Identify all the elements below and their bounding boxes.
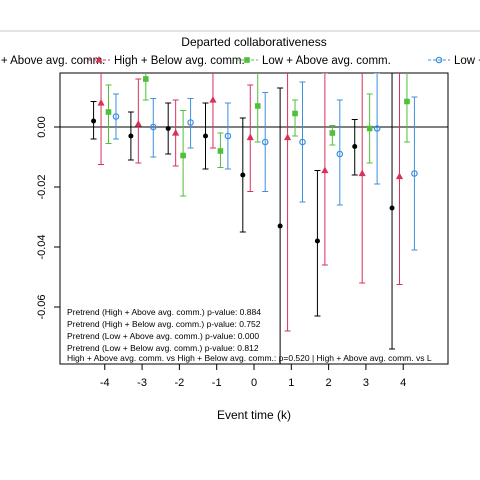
point-marker xyxy=(254,103,261,109)
pretrend-annotation-1: Pretrend (High + Above avg. comm.) p-val… xyxy=(67,307,261,317)
annotations: Pretrend (High + Above avg. comm.) p-val… xyxy=(67,307,432,363)
x-tick-label: 0 xyxy=(251,377,257,389)
point-marker xyxy=(292,110,298,117)
legend-label: High + Below avg. comm. xyxy=(114,55,245,67)
point-marker xyxy=(149,123,157,131)
point-marker xyxy=(112,113,120,120)
x-tick-label: 1 xyxy=(288,377,294,389)
series-layer xyxy=(90,73,418,364)
point-marker xyxy=(165,126,171,131)
series-1 xyxy=(90,73,396,364)
point-marker xyxy=(366,125,373,132)
legend-label: Low + Above avg. comm. xyxy=(262,55,391,67)
point-marker xyxy=(404,98,410,105)
point-marker xyxy=(389,205,395,211)
pretrend-annotation-2: Pretrend (High + Below avg. comm.) p-val… xyxy=(67,319,261,329)
point-marker xyxy=(172,129,180,136)
point-marker xyxy=(277,223,283,229)
y-tick-label: -0.04 xyxy=(36,234,48,259)
point-marker xyxy=(352,144,358,149)
point-marker xyxy=(336,150,344,158)
series-3 xyxy=(105,73,410,197)
point-marker xyxy=(283,133,292,141)
series-4 xyxy=(112,73,418,251)
point-marker xyxy=(128,133,134,139)
point-marker xyxy=(321,166,329,174)
legend-marker xyxy=(95,56,103,63)
point-marker xyxy=(134,120,142,127)
comparison-annotation: High + Above avg. comm. vs High + Below … xyxy=(67,353,432,363)
point-marker xyxy=(373,125,381,132)
point-marker xyxy=(329,130,336,136)
series-2 xyxy=(97,73,404,332)
x-tick-label: -4 xyxy=(100,377,110,389)
point-marker xyxy=(97,99,105,106)
x-axis: -4 -3 -2 -1 0 1 2 3 4 xyxy=(100,363,406,389)
point-marker xyxy=(395,172,404,180)
y-tick-label: -0.06 xyxy=(36,294,48,319)
point-marker xyxy=(261,138,269,146)
point-marker xyxy=(358,169,366,177)
x-tick-label: -1 xyxy=(212,377,222,389)
point-marker xyxy=(180,152,186,159)
x-axis-label: Event time (k) xyxy=(217,408,291,422)
point-marker xyxy=(187,119,194,126)
pretrend-annotation-4: Pretrend (Low + Below avg. comm.) p-valu… xyxy=(67,343,259,353)
point-marker xyxy=(246,133,254,141)
x-tick-label: 2 xyxy=(326,377,332,389)
legend: Departed collaborativeness High + Above … xyxy=(0,30,480,67)
pretrend-annotation-3: Pretrend (Low + Above avg. comm.) p-valu… xyxy=(67,331,259,341)
legend-item-4: Low + Below avg. comm. xyxy=(428,55,480,67)
point-marker xyxy=(411,170,418,177)
legend-label: High + Above avg. comm. xyxy=(0,55,105,67)
y-tick-label: 0.00 xyxy=(36,116,48,137)
legend-marker xyxy=(244,57,250,63)
legend-item-3: Low + Above avg. comm. xyxy=(236,55,391,67)
legend-label: Low + Below avg. comm. xyxy=(454,55,480,67)
y-tick-label: -0.02 xyxy=(36,174,48,199)
x-tick-label: 4 xyxy=(400,377,406,389)
legend-item-2: High + Below avg. comm. xyxy=(88,55,245,67)
point-marker xyxy=(314,238,320,244)
y-axis: -0.06 -0.04 -0.02 0.00 xyxy=(36,116,60,320)
point-marker xyxy=(224,132,232,140)
legend-items: High + Above avg. comm. High + Below avg.… xyxy=(0,55,480,67)
legend-title: Departed collaborativeness xyxy=(181,35,326,49)
legend-marker xyxy=(435,56,443,64)
point-marker xyxy=(209,96,217,103)
point-marker xyxy=(143,76,149,82)
x-tick-label: -3 xyxy=(137,377,147,389)
point-marker xyxy=(91,118,97,124)
point-marker xyxy=(240,172,246,178)
point-marker xyxy=(105,109,112,115)
x-tick-label: 3 xyxy=(363,377,369,389)
point-marker xyxy=(203,133,208,139)
point-marker xyxy=(299,138,306,146)
point-marker xyxy=(217,148,224,154)
x-tick-label: -2 xyxy=(174,377,184,389)
legend-item-1: High + Above avg. comm. xyxy=(0,55,105,67)
